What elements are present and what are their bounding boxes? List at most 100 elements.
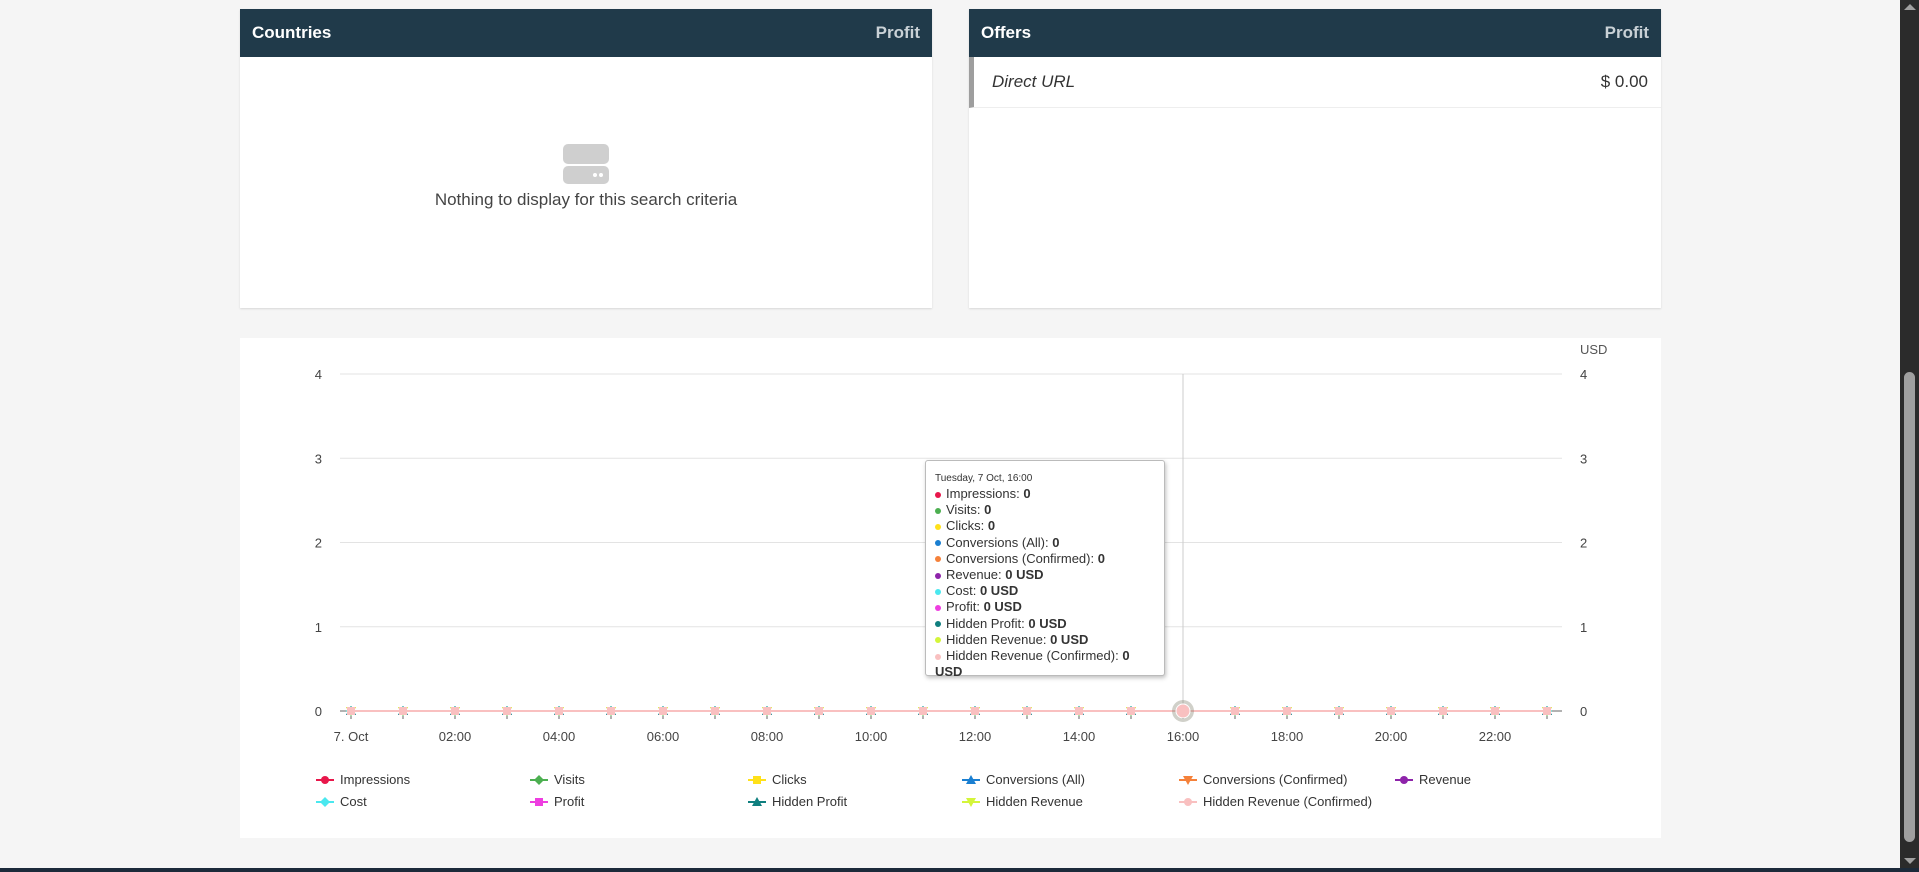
data-point	[1075, 707, 1083, 715]
data-point	[919, 707, 927, 715]
empty-message: Nothing to display for this search crite…	[434, 190, 738, 209]
offers-profit-column[interactable]: Profit	[1604, 23, 1649, 42]
scrollbar-thumb[interactable]	[1904, 372, 1915, 842]
legend-item[interactable]: Hidden Profit	[748, 794, 847, 809]
x-tick-label: 04:00	[543, 729, 576, 744]
legend-label: Hidden Profit	[772, 794, 848, 809]
data-point	[607, 707, 615, 715]
legend-marker	[966, 774, 976, 784]
data-point	[867, 707, 875, 715]
tooltip-title: Tuesday, 7 Oct, 16:00	[935, 473, 1033, 484]
y2-tick-label: 2	[1580, 536, 1587, 551]
legend-label: Conversions (Confirmed)	[1203, 772, 1348, 787]
x-tick-label: 22:00	[1479, 729, 1512, 744]
data-point	[711, 707, 719, 715]
data-point	[1127, 707, 1135, 715]
legend-label: Visits	[554, 772, 585, 787]
tooltip-label: Visits	[946, 502, 977, 518]
legend-item[interactable]: Conversions (Confirmed)	[1179, 772, 1348, 787]
legend-symbol-icon	[748, 796, 766, 806]
series-dot-icon	[935, 572, 941, 579]
tooltip-label: Hidden Revenue (Confirmed)	[946, 648, 1116, 664]
legend-marker	[320, 796, 330, 807]
x-tick-label: 10:00	[855, 729, 888, 744]
legend-item[interactable]: Conversions (All)	[962, 772, 1085, 787]
legend-item[interactable]: Revenue	[1395, 772, 1471, 787]
x-tick-label: 18:00	[1271, 729, 1304, 744]
y2-tick-label: 4	[1580, 367, 1587, 382]
data-point	[1543, 707, 1551, 715]
series-dot-icon	[935, 588, 941, 595]
tooltip-value: 0	[984, 502, 992, 518]
legend-symbol-icon	[1179, 797, 1197, 806]
legend-label: Impressions	[340, 772, 411, 787]
y-tick-label: 4	[315, 367, 322, 382]
legend-item[interactable]: Impressions	[316, 772, 410, 787]
legend-marker	[321, 775, 329, 784]
legend-symbol-icon	[748, 775, 766, 784]
countries-panel: Countries Profit Nothing to display for …	[240, 9, 932, 308]
tooltip-item: Profit: 0 USD	[935, 599, 1155, 615]
taskbar-edge	[0, 868, 1919, 872]
tooltip-item: Cost: 0 USD	[935, 583, 1155, 599]
tooltip-value: 0 USD	[1028, 615, 1067, 631]
countries-header: Countries Profit	[240, 9, 932, 57]
offer-name: Direct URL	[992, 72, 1076, 91]
x-tick-label: 06:00	[647, 729, 680, 744]
legend-item[interactable]: Profit	[530, 794, 584, 809]
tooltip-label: Revenue	[946, 567, 999, 583]
legend-symbol-icon	[1179, 775, 1197, 785]
data-point	[1231, 707, 1239, 715]
countries-title: Countries	[252, 23, 332, 42]
x-tick-label: 14:00	[1063, 729, 1096, 744]
legend-item[interactable]: Hidden Revenue (Confirmed)	[1179, 794, 1372, 809]
legend-marker	[1183, 775, 1193, 785]
scroll-up-arrow-icon[interactable]	[1904, 4, 1916, 10]
hover-point	[1175, 703, 1191, 719]
x-tick-label: 08:00	[751, 729, 784, 744]
offers-title: Offers	[981, 23, 1032, 42]
y-tick-label: 0	[315, 704, 322, 719]
legend-item[interactable]: Cost	[316, 794, 367, 809]
data-point	[1491, 707, 1499, 715]
series-dot-icon	[935, 540, 941, 547]
countries-profit-column[interactable]: Profit	[875, 23, 920, 42]
y2-tick-label: 3	[1580, 451, 1587, 466]
tooltip-value: 0 USD	[935, 648, 1130, 680]
legend-marker	[966, 797, 976, 807]
tooltip-label: Conversions (Confirmed)	[946, 550, 1091, 566]
offer-row[interactable]: Direct URL $ 0.00	[969, 57, 1661, 108]
series-dot-icon	[935, 621, 941, 628]
legend-item[interactable]: Hidden Revenue	[962, 794, 1083, 809]
data-point	[971, 707, 979, 715]
tooltip-item: Clicks: 0	[935, 518, 1155, 534]
data-point	[347, 707, 355, 715]
tooltip-item: Conversions (Confirmed): 0	[935, 551, 1155, 567]
x-tick-label: 16:00	[1167, 729, 1200, 744]
scroll-down-arrow-icon[interactable]	[1904, 858, 1916, 864]
data-point	[1387, 707, 1395, 715]
offer-profit: $ 0.00	[1600, 72, 1648, 91]
y2-axis-unit: USD	[1580, 342, 1607, 357]
tooltip-item: Hidden Revenue: 0 USD	[935, 632, 1155, 648]
y2-tick-label: 1	[1580, 620, 1587, 635]
legend-marker	[1400, 775, 1408, 784]
tooltip-item: Hidden Revenue (Confirmed): 0 USD	[935, 648, 1130, 680]
legend-item[interactable]: Clicks	[748, 772, 807, 787]
legend-marker	[534, 774, 544, 785]
tooltip-label: Hidden Revenue	[946, 631, 1043, 647]
legend-symbol-icon	[962, 774, 980, 784]
tooltip-value: 0 USD	[1005, 567, 1044, 583]
tooltip-item: Visits: 0	[935, 502, 1155, 518]
data-point	[503, 707, 511, 715]
legend-item[interactable]: Visits	[530, 772, 585, 787]
scrollbar[interactable]	[1900, 0, 1919, 868]
empty-state: Nothing to display for this search crite…	[240, 144, 932, 210]
x-tick-label: 7. Oct	[334, 729, 369, 744]
data-point	[659, 707, 667, 715]
legend-label: Hidden Revenue (Confirmed)	[1203, 794, 1373, 809]
legend-marker	[535, 797, 543, 806]
data-point	[1283, 707, 1291, 715]
x-tick-label: 02:00	[439, 729, 472, 744]
